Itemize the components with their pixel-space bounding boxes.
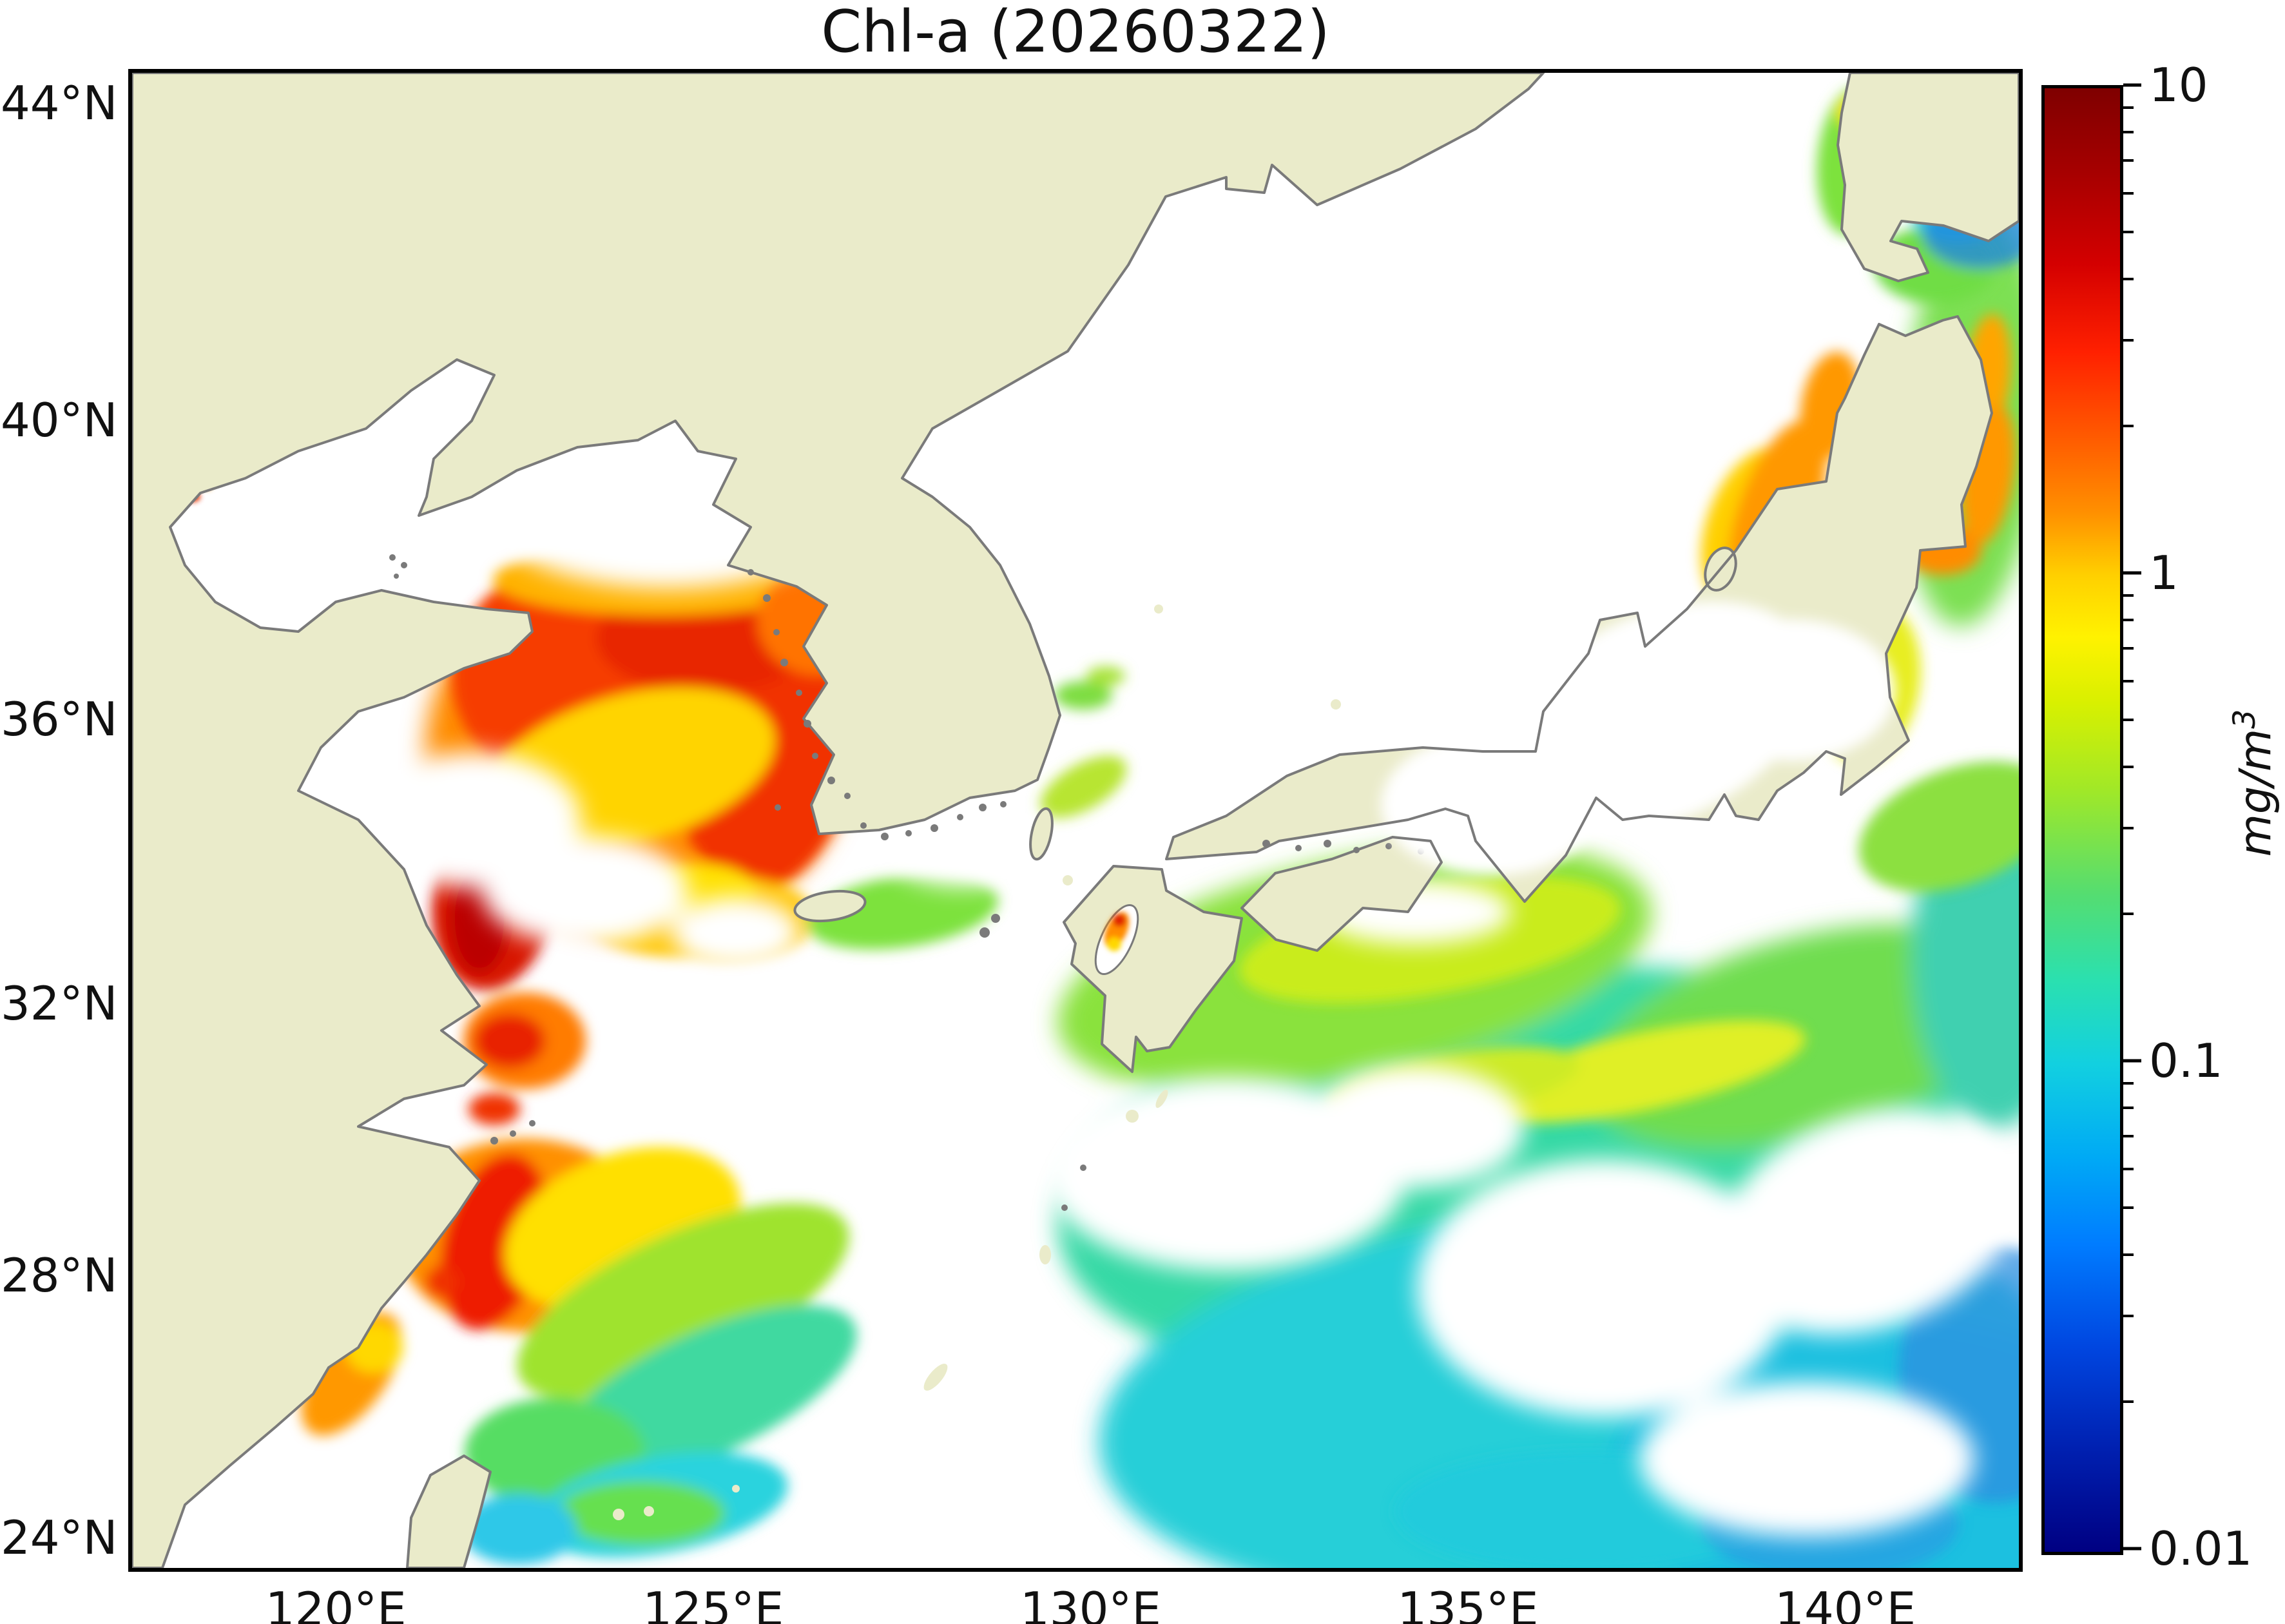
- colorbar-minor-tick: [2123, 1400, 2134, 1404]
- colorbar-minor-tick: [2123, 679, 2134, 682]
- colorbar-minor-tick: [2123, 718, 2134, 721]
- colorbar-major-tick: [2123, 1547, 2141, 1551]
- colorbar-minor-tick: [2123, 131, 2134, 134]
- colorbar-minor-tick: [2123, 913, 2134, 916]
- colorbar-minor-tick: [2123, 230, 2134, 233]
- page-title: Chl-a (20260322): [821, 0, 1330, 66]
- y-tick-label: 40°N: [1, 392, 118, 447]
- colorbar: [2041, 85, 2123, 1555]
- x-tick-label: 135°E: [1397, 1582, 1539, 1624]
- colorbar-minor-tick: [2123, 1314, 2134, 1317]
- colorbar-major-tick: [2123, 83, 2141, 87]
- colorbar-minor-tick: [2123, 594, 2134, 597]
- colorbar-unit-label: mg/m3: [2227, 709, 2281, 857]
- colorbar-minor-tick: [2123, 278, 2134, 281]
- colorbar-major-tick: [2123, 571, 2141, 575]
- y-tick-label: 36°N: [1, 691, 118, 746]
- colorbar-minor-tick: [2123, 766, 2134, 769]
- x-tick-label: 140°E: [1775, 1582, 1916, 1624]
- colorbar-minor-tick: [2123, 1081, 2134, 1085]
- map-frame: [128, 69, 2023, 1572]
- colorbar-minor-tick: [2123, 425, 2134, 428]
- colorbar-minor-tick: [2123, 1107, 2134, 1110]
- colorbar-minor-tick: [2123, 1253, 2134, 1257]
- colorbar-minor-tick: [2123, 619, 2134, 622]
- y-tick-label: 24°N: [1, 1510, 118, 1565]
- colorbar-minor-tick: [2123, 338, 2134, 342]
- y-tick-label: 28°N: [1, 1248, 118, 1302]
- islet-layer: [389, 554, 1424, 1211]
- colorbar-major-tick: [2123, 1059, 2141, 1063]
- colorbar-tick-label: 0.1: [2149, 1034, 2223, 1088]
- colorbar-minor-tick: [2123, 647, 2134, 650]
- colorbar-minor-tick: [2123, 1167, 2134, 1170]
- colorbar-tick-label: 0.01: [2149, 1522, 2253, 1576]
- y-tick-label: 32°N: [1, 976, 118, 1030]
- colorbar-minor-tick: [2123, 159, 2134, 162]
- cloud-layer-land: [1381, 601, 1895, 876]
- colorbar-minor-tick: [2123, 1206, 2134, 1209]
- x-tick-label: 120°E: [265, 1582, 407, 1624]
- colorbar-minor-tick: [2123, 191, 2134, 195]
- colorbar-minor-tick: [2123, 106, 2134, 109]
- x-tick-label: 130°E: [1019, 1582, 1161, 1624]
- map-canvas: [132, 73, 2019, 1568]
- colorbar-tick-label: 1: [2149, 546, 2179, 600]
- colorbar-tick-label: 10: [2149, 58, 2208, 112]
- y-tick-label: 44°N: [1, 75, 118, 130]
- colorbar-minor-tick: [2123, 826, 2134, 829]
- x-tick-label: 125°E: [642, 1582, 784, 1624]
- colorbar-minor-tick: [2123, 1135, 2134, 1138]
- cloud-layer-sea: [362, 421, 2018, 1536]
